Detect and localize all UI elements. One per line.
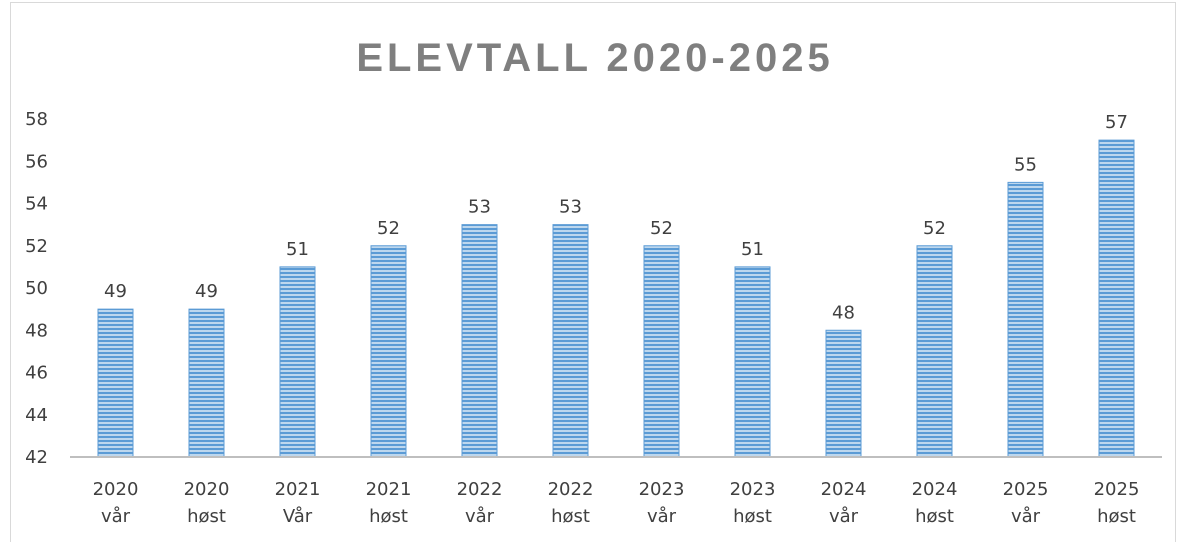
data-label: 52 — [650, 218, 673, 239]
x-tick-label: 2021 — [366, 479, 412, 500]
data-label: 57 — [1105, 112, 1128, 133]
x-tick-label: høst — [187, 506, 226, 527]
data-labels: 49 49 51 52 53 53 52 51 48 52 55 57 — [104, 112, 1128, 323]
x-tick-label: 2025 — [1094, 479, 1140, 500]
data-label: 49 — [195, 281, 218, 302]
bar — [1007, 181, 1044, 458]
y-tick-label: 54 — [25, 194, 48, 215]
x-tick-label: 2023 — [639, 479, 685, 500]
bars — [97, 139, 1135, 458]
data-label: 51 — [741, 239, 764, 260]
x-tick-label: 2024 — [912, 479, 958, 500]
category-labels: 2020 vår 2020 høst 2021 Vår 2021 høst 2022 vår 202… — [93, 479, 1140, 527]
y-axis-ticks: 42 44 46 48 50 52 54 56 58 — [25, 109, 48, 468]
x-tick-label: 2024 — [821, 479, 867, 500]
y-tick-label: 52 — [25, 236, 48, 257]
y-tick-label: 56 — [25, 151, 48, 172]
data-label: 55 — [1014, 154, 1037, 175]
x-tick-label: vår — [1011, 506, 1041, 527]
bar — [552, 224, 589, 458]
bar — [825, 329, 862, 458]
chart-frame — [10, 2, 1176, 542]
x-tick-label: vår — [101, 506, 131, 527]
y-tick-label: 46 — [25, 363, 48, 384]
x-tick-label: vår — [647, 506, 677, 527]
chart-title: ELEVTALL 2020-2025 — [356, 36, 834, 80]
data-label: 53 — [559, 197, 582, 218]
bar — [461, 224, 498, 458]
x-tick-label: 2021 — [275, 479, 321, 500]
bar — [916, 245, 953, 458]
bar — [370, 245, 407, 458]
x-tick-label: vår — [829, 506, 859, 527]
y-tick-label: 48 — [25, 320, 48, 341]
x-tick-label: 2023 — [730, 479, 776, 500]
bar — [734, 266, 771, 458]
y-tick-label: 58 — [25, 109, 48, 130]
x-tick-label: 2022 — [457, 479, 503, 500]
x-tick-label: 2022 — [548, 479, 594, 500]
x-tick-label: høst — [915, 506, 954, 527]
bar — [97, 308, 134, 458]
bar — [188, 308, 225, 458]
data-label: 53 — [468, 197, 491, 218]
data-label: 52 — [923, 218, 946, 239]
x-tick-label: 2020 — [93, 479, 139, 500]
bar — [279, 266, 316, 458]
data-label: 51 — [286, 239, 309, 260]
x-tick-label: høst — [1097, 506, 1136, 527]
bar — [643, 245, 680, 458]
bar — [1098, 139, 1135, 458]
y-tick-label: 44 — [25, 405, 48, 426]
x-tick-label: 2025 — [1003, 479, 1049, 500]
x-tick-label: høst — [733, 506, 772, 527]
x-tick-label: 2020 — [184, 479, 230, 500]
data-label: 52 — [377, 218, 400, 239]
y-tick-label: 42 — [25, 447, 48, 468]
data-label: 48 — [832, 302, 855, 323]
y-tick-label: 50 — [25, 278, 48, 299]
x-tick-label: høst — [551, 506, 590, 527]
x-tick-label: høst — [369, 506, 408, 527]
x-tick-label: vår — [465, 506, 495, 527]
x-tick-label: Vår — [283, 506, 313, 527]
data-label: 49 — [104, 281, 127, 302]
